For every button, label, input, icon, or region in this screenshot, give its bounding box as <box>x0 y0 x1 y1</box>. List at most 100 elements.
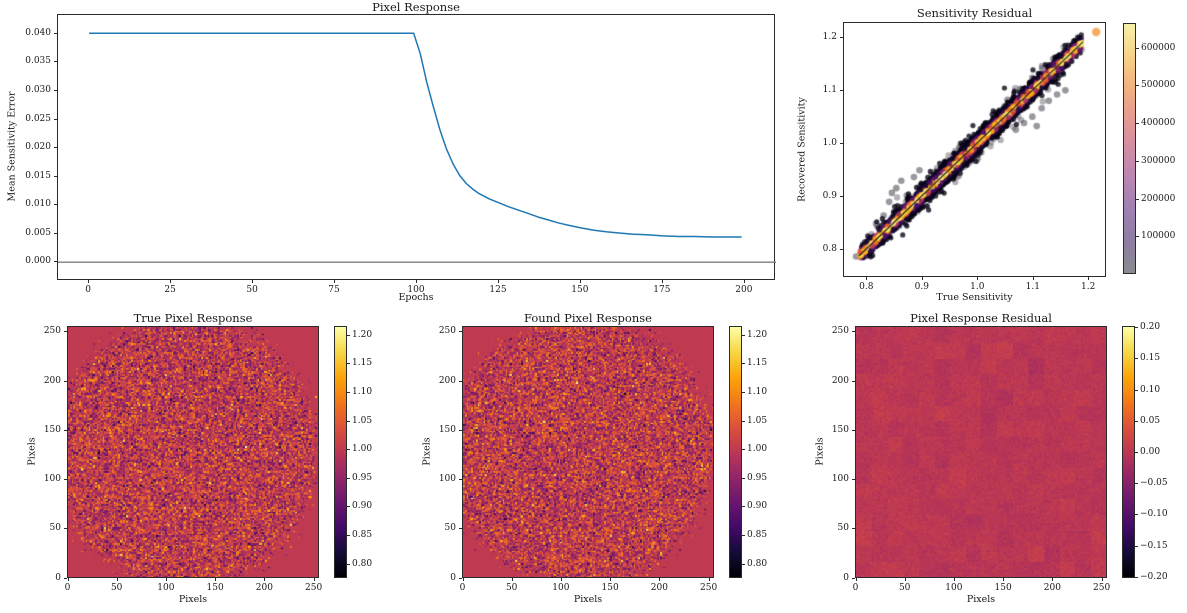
y-tick-mark <box>459 429 462 431</box>
y-tick-mark <box>840 195 843 197</box>
x-tick-label: 100 <box>407 285 425 295</box>
colorbar-tick-mark <box>742 535 745 536</box>
colorbar-tick-mark <box>1135 327 1138 329</box>
colorbar-tick-mark <box>742 506 745 508</box>
x-tick-mark <box>1032 277 1034 280</box>
colorbar-tick-label: 1.15 <box>747 358 768 369</box>
y-tick-mark <box>459 528 462 530</box>
colorbar-tick-mark <box>1135 576 1138 578</box>
y-tick-mark <box>54 32 57 34</box>
y-tick-label: 200 <box>438 375 456 386</box>
colorbar-tick-mark <box>347 363 350 365</box>
colorbar <box>334 326 347 578</box>
colorbar-tick-label: 1.20 <box>352 329 373 340</box>
colorbar-tick-label: 500000 <box>1141 80 1176 91</box>
y-tick-mark <box>459 479 462 481</box>
x-tick-label: 50 <box>246 285 258 295</box>
y-tick-label: 0 <box>843 572 849 583</box>
colorbar-tick-label: 0.10 <box>1140 384 1161 395</box>
panel-title: Found Pixel Response <box>524 311 652 325</box>
colorbar-tick-label: 0.95 <box>352 472 373 483</box>
x-tick-mark <box>579 280 581 283</box>
x-tick-mark <box>462 578 464 581</box>
colorbar-tick-mark <box>347 535 350 536</box>
x-axis-label: Pixels <box>573 594 603 605</box>
colorbar-tick-label: 1.00 <box>747 444 768 455</box>
x-tick-label: 75 <box>328 285 340 295</box>
colorbar-tick-label: −0.05 <box>1140 478 1168 489</box>
x-tick-mark <box>661 280 663 283</box>
y-tick-mark <box>54 261 57 263</box>
x-tick-mark <box>170 280 172 283</box>
x-tick-label: 50 <box>898 583 911 593</box>
x-tick-mark <box>1088 277 1090 280</box>
colorbar-tick-label: 100000 <box>1141 231 1176 242</box>
y-tick-label: 50 <box>49 523 61 534</box>
x-tick-label: 150 <box>571 285 589 295</box>
y-tick-mark <box>459 577 462 579</box>
colorbar-tick-label: 1.05 <box>352 415 373 426</box>
plot-area <box>57 14 776 280</box>
x-axis-label: Epochs <box>398 292 434 303</box>
y-tick-mark <box>852 479 855 481</box>
panel-title: Pixel Response <box>372 0 460 14</box>
colorbar-tick-label: 0.05 <box>1140 415 1161 426</box>
y-tick-label: 0.035 <box>25 56 51 67</box>
colorbar-tick-label: 1.00 <box>352 444 373 455</box>
y-tick-mark <box>852 577 855 579</box>
colorbar-tick-label: 0.80 <box>747 558 768 569</box>
y-tick-mark <box>852 429 855 431</box>
colorbar-tick-label: 0.00 <box>1140 447 1161 457</box>
y-tick-mark <box>852 528 855 530</box>
x-tick-label: 200 <box>735 285 753 295</box>
colorbar-tick-mark <box>742 477 745 479</box>
colorbar-tick-label: 0.85 <box>747 530 768 540</box>
plot-area <box>67 326 319 578</box>
x-tick-mark <box>866 277 868 280</box>
loss-curve-svg <box>58 32 776 263</box>
y-tick-mark <box>64 528 67 530</box>
x-axis-label: True Sensitivity <box>936 292 1013 303</box>
colorbar-tick-mark <box>347 506 350 508</box>
heatmap-canvas <box>856 327 1106 577</box>
x-tick-mark <box>88 280 90 283</box>
x-tick-label: 200 <box>1043 583 1061 593</box>
y-tick-mark <box>459 380 462 382</box>
colorbar-tick-mark <box>742 449 745 451</box>
y-tick-label: 250 <box>831 326 849 337</box>
x-tick-mark <box>511 578 513 581</box>
y-tick-mark <box>64 429 67 431</box>
x-tick-mark <box>252 280 254 283</box>
plot-area <box>843 22 1106 277</box>
y-tick-mark <box>64 577 67 579</box>
y-tick-mark <box>54 61 57 63</box>
y-tick-mark <box>54 118 57 120</box>
colorbar <box>1123 23 1136 274</box>
x-tick-mark <box>659 578 661 581</box>
x-tick-label: 0 <box>852 583 859 593</box>
y-tick-label: 50 <box>444 523 456 534</box>
y-tick-mark <box>54 147 57 148</box>
x-tick-mark <box>1003 578 1005 581</box>
colorbar-tick-label: 1.10 <box>352 386 373 397</box>
colorbar-tick-label: 0.90 <box>352 501 373 512</box>
y-tick-label: 250 <box>43 326 61 337</box>
y-tick-mark <box>54 204 57 206</box>
y-tick-mark <box>840 89 843 91</box>
x-tick-mark <box>264 578 266 581</box>
y-tick-label: 0.030 <box>25 84 51 95</box>
y-tick-label: 0.9 <box>822 190 837 201</box>
x-tick-label: 100 <box>552 583 570 593</box>
x-tick-label: 1.1 <box>1025 282 1040 292</box>
colorbar-tick-mark <box>1135 514 1138 516</box>
plot-area <box>462 326 714 578</box>
y-tick-label: 100 <box>831 474 849 485</box>
y-tick-label: 150 <box>438 424 456 435</box>
colorbar-tick-mark <box>1135 452 1138 453</box>
y-tick-label: 0.000 <box>25 256 51 267</box>
x-tick-label: 0 <box>64 583 71 593</box>
x-tick-label: 0.9 <box>914 282 929 292</box>
colorbar-tick-label: 0.15 <box>1140 353 1161 364</box>
x-tick-label: 25 <box>164 285 176 295</box>
